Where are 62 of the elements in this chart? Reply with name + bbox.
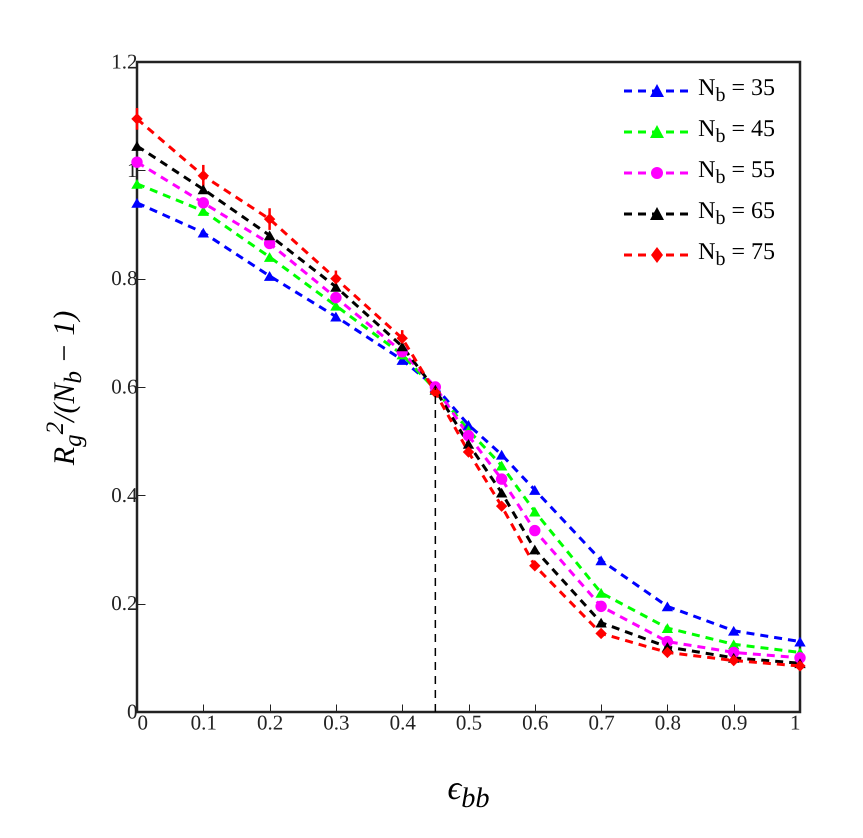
- x-tick-label: 0.9: [721, 710, 748, 734]
- x-tick-label: 0.3: [323, 710, 350, 734]
- point: [595, 588, 607, 598]
- x-tick-label: 0.7: [588, 710, 615, 734]
- point: [794, 636, 806, 647]
- point: [529, 560, 540, 572]
- point: [529, 524, 540, 536]
- point: [198, 197, 209, 209]
- point: [330, 272, 342, 284]
- x-tick-label: 0.8: [654, 710, 682, 734]
- point: [794, 660, 806, 672]
- point: [662, 623, 674, 633]
- point: [529, 484, 540, 495]
- point: [529, 544, 540, 554]
- point: [131, 178, 143, 189]
- y-tick-label: 0.4: [111, 482, 138, 507]
- x-tick-label: 0.6: [522, 710, 548, 734]
- point: [662, 601, 674, 612]
- legend-label: N$_{b}$ = 45: [698, 116, 775, 148]
- point: [529, 506, 540, 517]
- point: [496, 460, 508, 470]
- point: [198, 228, 209, 238]
- x-tick-label: 0.1: [190, 710, 217, 734]
- point: [462, 430, 474, 442]
- point: [330, 282, 342, 292]
- point: [728, 626, 740, 636]
- legend-label: N$_{b}$ = 55: [698, 156, 775, 188]
- point: [131, 198, 143, 208]
- point: [264, 271, 276, 281]
- point: [595, 600, 607, 612]
- y-tick-label: 0.8: [111, 266, 138, 290]
- x-tick-label: 0.4: [390, 710, 416, 734]
- x-tick-label: 1: [790, 710, 800, 734]
- point: [330, 312, 342, 322]
- point: [131, 113, 143, 125]
- point: [330, 292, 342, 304]
- point: [662, 646, 674, 658]
- point: [264, 230, 276, 240]
- y-tick-label: 1.2: [111, 50, 138, 74]
- legend-label: N$_{b}$ = 35: [698, 74, 775, 106]
- point: [396, 332, 408, 344]
- legend-label: N$_{b}$ = 65: [698, 198, 775, 230]
- point: [198, 170, 209, 182]
- point: [264, 213, 276, 225]
- x-tick-label: 0.5: [456, 710, 482, 734]
- x-tick-label: 0.2: [256, 710, 284, 734]
- y-tick-label: 0.6: [111, 374, 138, 398]
- y-tick-label: 0.2: [111, 591, 138, 616]
- point: [595, 555, 607, 566]
- point: [496, 500, 508, 512]
- point: [264, 252, 276, 262]
- x-axis-title: ϵ$_{bb}$: [446, 770, 491, 815]
- point: [496, 473, 508, 485]
- point: [496, 488, 508, 498]
- point: [496, 450, 508, 460]
- point: [198, 184, 209, 194]
- legend-label: N$_{b}$ = 75: [698, 238, 775, 270]
- point: [462, 446, 474, 458]
- point: [131, 141, 143, 151]
- point: [595, 628, 607, 640]
- point: [728, 654, 740, 666]
- point: [595, 618, 607, 628]
